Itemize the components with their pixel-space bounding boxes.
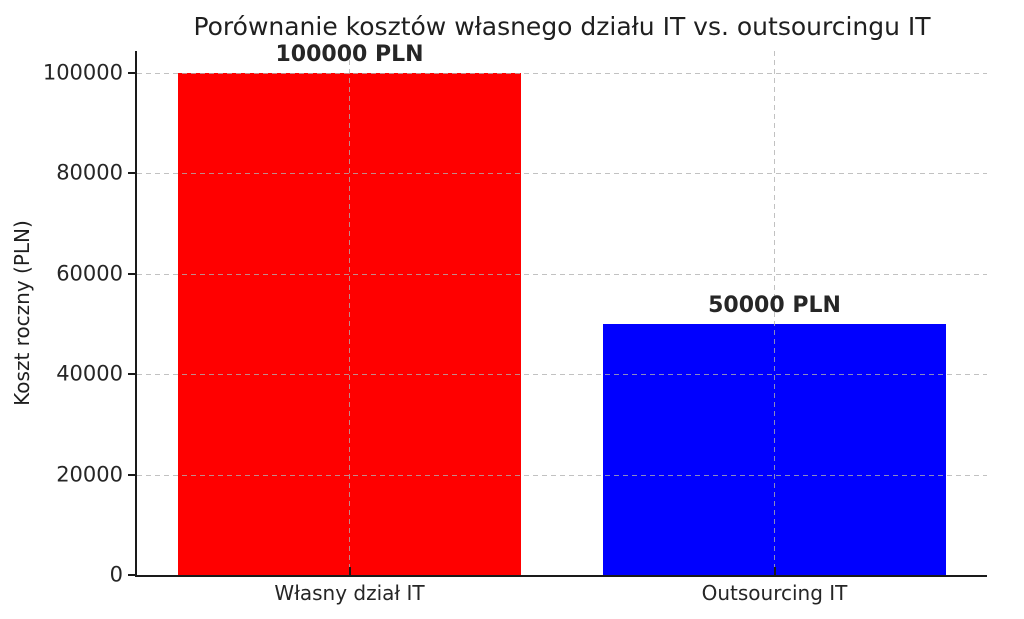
x-tick-label-własny-dział-it: Własny dział IT	[274, 581, 425, 605]
y-tick-label-60000: 60000	[56, 261, 123, 286]
y-axis-label: Koszt roczny (PLN)	[10, 220, 34, 406]
y-tick-label-0: 0	[109, 562, 123, 587]
gridline-y-80000	[137, 173, 987, 175]
y-tick-label-80000: 80000	[56, 160, 123, 185]
y-axis-spine	[135, 51, 137, 577]
y-tick-0	[128, 574, 135, 576]
y-tick-80000	[128, 172, 135, 175]
gridline-y-20000	[137, 474, 987, 476]
gridline-x-własny-dział-it	[349, 51, 350, 575]
gridline-x-outsourcing-it	[774, 51, 775, 575]
gridline-y-100000	[137, 73, 987, 75]
plot-area: 100000 PLN 50000 PLN	[137, 42, 987, 575]
y-tick-label-20000: 20000	[56, 462, 123, 487]
x-tick-label-outsourcing-it: Outsourcing IT	[701, 581, 848, 605]
y-tick-40000	[128, 373, 135, 376]
gridline-y-40000	[137, 374, 987, 376]
y-tick-100000	[128, 72, 135, 75]
chart-title: Porównanie kosztów własnego działu IT vs…	[193, 12, 931, 41]
y-tick-20000	[128, 473, 135, 476]
gridline-y-60000	[137, 273, 987, 275]
bar-value-label-outsourcing-it: 50000 PLN	[708, 293, 841, 319]
y-tick-60000	[128, 272, 135, 275]
x-axis-spine	[135, 575, 987, 577]
x-tick-outsourcing-it	[773, 567, 776, 575]
x-tick-własny-dział-it	[348, 567, 351, 575]
bar-value-label-własny-dział-it: 100000 PLN	[275, 42, 424, 68]
y-tick-label-40000: 40000	[56, 361, 123, 386]
y-tick-label-100000: 100000	[42, 60, 123, 85]
